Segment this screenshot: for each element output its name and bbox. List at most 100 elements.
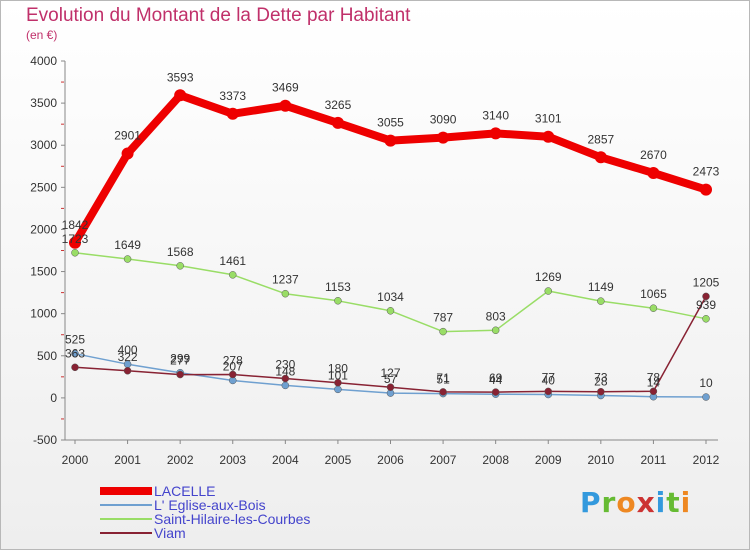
data-label: 277: [170, 354, 190, 368]
legend-label: Viam: [154, 525, 186, 541]
data-label: 14: [647, 376, 661, 390]
x-tick-label: 2010: [587, 453, 614, 467]
series-layer: [69, 89, 712, 401]
data-label: 101: [328, 368, 348, 382]
data-label: 28: [594, 375, 608, 389]
legend-label: L' Eglise-aux-Bois: [154, 497, 266, 513]
legend-label: Saint-Hilaire-les-Courbes: [154, 511, 311, 527]
data-point: [69, 236, 81, 249]
x-tick-label: 2006: [377, 453, 404, 467]
logo-letter: P: [580, 486, 602, 519]
data-point: [279, 99, 292, 112]
data-point: [334, 297, 342, 305]
legend-swatch: [100, 504, 152, 506]
data-label: 1205: [693, 275, 720, 289]
legend-item: L' Eglise-aux-Bois: [100, 497, 310, 513]
data-point: [281, 374, 290, 383]
y-tick-label: 3000: [30, 138, 57, 152]
x-tick-label: 2011: [641, 453, 667, 467]
data-point: [702, 393, 710, 401]
data-point: [229, 370, 237, 379]
legend: LACELLE L' Eglise-aux-Bois Saint-Hilaire-l…: [100, 483, 311, 541]
data-label: 180: [328, 362, 348, 376]
logo-letter: i: [680, 486, 692, 519]
series-2: [71, 249, 710, 336]
x-tick-label: 2005: [325, 453, 352, 467]
data-point: [176, 370, 184, 379]
data-point: [123, 367, 132, 375]
proxiti-logo: Proxiti: [580, 486, 691, 519]
data-label: 400: [118, 343, 138, 357]
data-point: [121, 147, 134, 160]
data-point: [489, 127, 502, 140]
data-label: 69: [489, 371, 503, 385]
data-label: 3055: [377, 116, 404, 130]
chart-subtitle: (en €): [26, 28, 58, 42]
data-label: 525: [65, 333, 85, 347]
data-label: 1034: [377, 290, 404, 304]
legend-item: LACELLE: [100, 483, 310, 499]
data-point: [281, 289, 290, 298]
data-label: 77: [542, 370, 556, 384]
logo-letter: r: [601, 486, 617, 519]
data-label: 40: [542, 374, 556, 388]
data-label: 1842: [62, 218, 89, 232]
data-label: 2857: [587, 132, 614, 146]
data-point: [702, 292, 710, 301]
data-label: 3101: [535, 112, 562, 126]
logo-letter: i: [655, 486, 667, 519]
data-label: 2670: [640, 148, 667, 162]
data-point: [542, 130, 555, 143]
data-point: [649, 387, 658, 396]
data-label: 3593: [167, 70, 194, 84]
legend-item: Saint-Hilaire-les-Courbes: [100, 511, 311, 527]
data-label: 1153: [325, 280, 351, 294]
data-label: 939: [696, 298, 716, 312]
data-label: 3373: [219, 89, 246, 103]
y-tick-label: 2500: [30, 180, 57, 194]
data-point: [597, 297, 605, 305]
data-label: 2473: [693, 165, 720, 179]
data-label: 787: [433, 311, 453, 325]
y-tick-label: 0: [50, 391, 57, 405]
series-0: [69, 89, 712, 249]
data-point: [174, 89, 187, 102]
data-label: 1461: [219, 254, 246, 268]
data-point: [647, 167, 660, 180]
data-point: [71, 349, 79, 358]
x-tick-label: 2003: [219, 453, 246, 467]
data-point: [439, 388, 447, 396]
data-point: [437, 131, 450, 144]
data-point: [439, 327, 447, 336]
x-tick-label: 2000: [62, 453, 89, 467]
data-label: 148: [275, 364, 295, 378]
x-tick-label: 2007: [430, 453, 457, 467]
logo-letter: t: [666, 486, 681, 519]
chart-title: Evolution du Montant de la Dette par Hab…: [26, 5, 411, 26]
data-label: 1065: [640, 287, 667, 301]
data-labels: 1842 2901 3593 3373 3469 3265 3055 3090 3140 3101…: [62, 70, 720, 390]
data-label: 71: [436, 371, 450, 385]
data-label: 230: [275, 358, 295, 372]
data-label: 1649: [114, 238, 141, 252]
data-label: 78: [647, 370, 661, 384]
x-tick-label: 2009: [535, 453, 562, 467]
y-tick-label: 500: [37, 349, 57, 363]
data-label: 73: [594, 371, 608, 385]
data-label: 363: [65, 346, 85, 360]
logo-letter: o: [616, 486, 637, 519]
y-tick-label: 4000: [30, 54, 57, 68]
legend-swatch: [100, 532, 152, 534]
data-label: 322: [118, 350, 138, 364]
data-point: [281, 381, 290, 390]
y-tick-label: -500: [33, 433, 57, 447]
data-point: [386, 383, 395, 391]
data-point: [123, 255, 132, 263]
data-label: 51: [436, 373, 450, 387]
data-point: [71, 249, 79, 257]
data-label: 1723: [62, 232, 89, 246]
data-label: 1568: [167, 245, 194, 259]
legend-item: Viam: [100, 525, 310, 541]
x-tick-label: 2004: [272, 453, 299, 467]
